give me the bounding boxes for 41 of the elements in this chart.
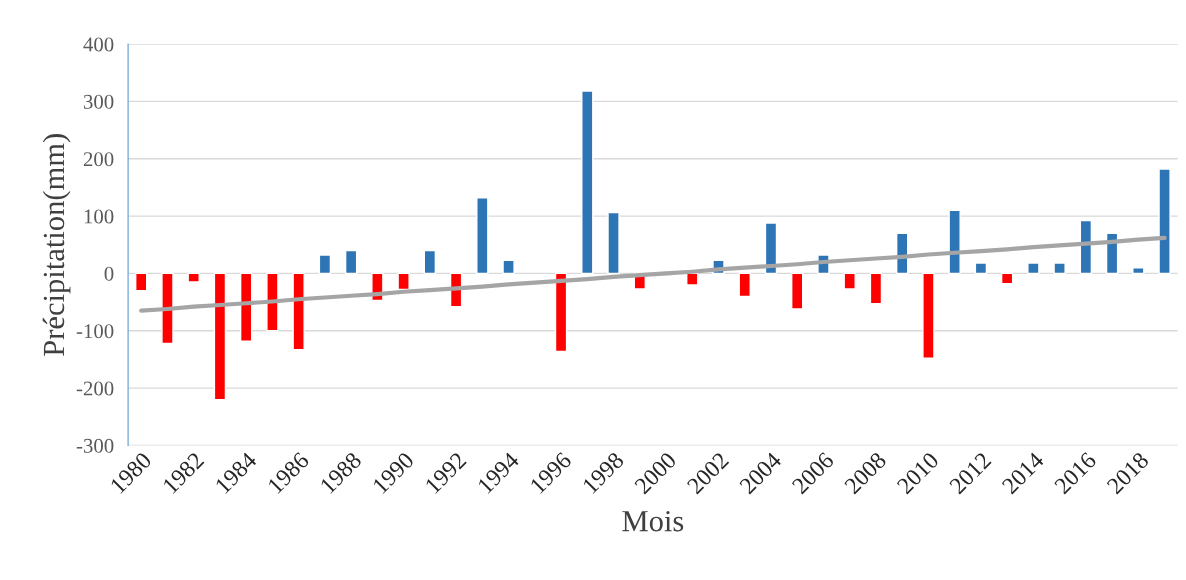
bar: [1158, 168, 1171, 275]
bar: [554, 272, 568, 353]
bar: [1000, 272, 1014, 285]
bar: [213, 272, 227, 401]
y-tick-label: -200: [76, 381, 114, 396]
y-tick-label: 300: [83, 94, 114, 109]
bar: [974, 262, 988, 275]
y-tick-label: 200: [83, 152, 114, 167]
y-axis-title: Précipitation(mm): [42, 134, 71, 356]
y-tick-label: -100: [76, 324, 114, 339]
bar: [948, 209, 961, 275]
bar: [292, 272, 305, 351]
bar: [686, 272, 699, 286]
bar: [344, 249, 358, 275]
bar: [607, 211, 620, 275]
bar: [869, 272, 883, 305]
bar: [135, 272, 148, 292]
bar: [239, 272, 253, 342]
bar: [764, 222, 778, 275]
bar: [476, 197, 489, 275]
bar: [397, 272, 410, 291]
bar: [423, 249, 437, 275]
y-tick-label: -300: [76, 438, 114, 453]
bar: [922, 272, 935, 359]
bar: [1027, 262, 1040, 275]
line-series: [139, 235, 1167, 313]
bar: [187, 272, 200, 283]
bar: [1132, 266, 1145, 275]
y-tick-label: 0: [104, 266, 114, 281]
bar: [791, 272, 804, 310]
bar: [318, 254, 332, 275]
bar: [502, 259, 515, 275]
bar: [843, 272, 856, 290]
bar: [161, 272, 174, 345]
x-axis-title: Mois: [622, 510, 684, 532]
bar: [1053, 262, 1066, 275]
y-tick-label: 100: [84, 209, 114, 224]
bar: [266, 272, 279, 332]
y-tick-label: 400: [83, 37, 114, 52]
bar: [738, 272, 751, 298]
bar: [581, 90, 594, 275]
